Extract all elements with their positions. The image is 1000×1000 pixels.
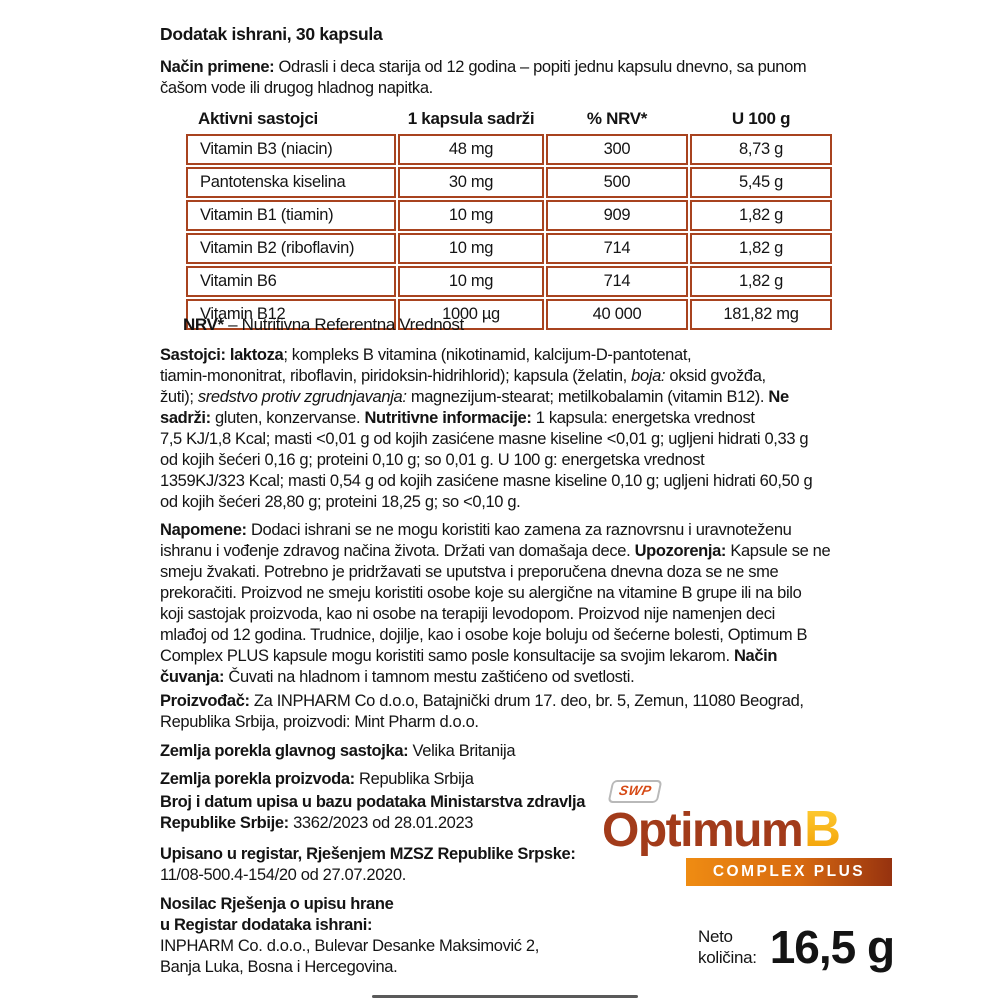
text-segment: Za INPHARM Co d.o.o, Batajnički drum 17.…	[160, 692, 804, 731]
text-segment: ; kompleks B vitamina (nikotinamid, kalc…	[160, 346, 692, 385]
origin-ingredient-line: Zemlja porekla glavnog sastojka: Velika …	[160, 741, 866, 762]
fold-line	[372, 995, 638, 998]
column-header: Aktivni sastojci	[198, 109, 318, 128]
text-segment: Kapsule se ne smeju žvakati. Potrebno je…	[160, 542, 831, 665]
table-row: Pantotenska kiselina 30 mg 500 5,45 g	[186, 167, 832, 198]
net-quantity-label: Neto količina:	[698, 927, 757, 967]
text-segment: Velika Britanija	[412, 742, 516, 760]
text-segment: INPHARM Co. d.o.o., Bulevar Desanke Maks…	[160, 937, 539, 976]
text-segment: Upozorenja:	[634, 542, 731, 560]
text-segment: Nutritivne informacije:	[364, 409, 532, 427]
table-body: Vitamin B3 (niacin) 48 mg 300 8,73 g Pantote…	[186, 134, 832, 330]
text-segment: Broj i datum upisa u bazu podataka Minis…	[160, 793, 586, 832]
text-segment: 3362/2023 od 28.01.2023	[293, 814, 474, 832]
holder-paragraph: Nosilac Rješenja o upisu hrane u Regista…	[160, 894, 630, 978]
brand-logo: SWP OptimumB COMPLEX PLUS	[602, 780, 894, 886]
table-cell: 5,45 g	[690, 167, 832, 198]
table-cell: 10 mg	[398, 266, 544, 297]
column-header: % NRV*	[586, 109, 648, 128]
table-cell: Vitamin B6	[186, 266, 396, 297]
registry-serbia-paragraph: Broj i datum upisa u bazu podataka Minis…	[160, 792, 630, 834]
table-cell: 1,82 g	[690, 200, 832, 231]
table-cell: 10 mg	[398, 200, 544, 231]
origin-product-line: Zemlja porekla proizvoda: Republika Srbi…	[160, 769, 866, 790]
text-segment: NRV*	[183, 315, 224, 334]
text-segment: Nosilac Rješenja o upisu hrane u Regista…	[160, 895, 394, 934]
table-cell: 48 mg	[398, 134, 544, 165]
active-ingredients-table: Aktivni sastojci 1 kapsula sadrži % NRV* U …	[184, 106, 834, 332]
text-segment: Proizvođač:	[160, 692, 254, 710]
text-segment: 11/08-500.4-154/20 od 27.07.2020.	[160, 866, 406, 884]
text-segment: Odrasli i deca starija od 12 godina – po…	[160, 58, 807, 97]
swp-badge-text: SWP	[617, 783, 654, 798]
table-cell: 40 000	[546, 299, 688, 330]
text-segment: Zemlja porekla glavnog sastojka:	[160, 742, 413, 760]
brand-letter-b: B	[804, 800, 841, 857]
ingredients-paragraph: Sastojci: laktoza; kompleks B vitamina (…	[160, 345, 866, 513]
table-cell: 10 mg	[398, 233, 544, 264]
text-segment: Čuvati na hladnom i tamnom mestu zaštiće…	[224, 668, 635, 686]
brand-banner: COMPLEX PLUS	[686, 858, 892, 886]
table-cell: Vitamin B2 (riboflavin)	[186, 233, 396, 264]
text-segment: Zemlja porekla proizvoda:	[160, 770, 360, 788]
registry-srpska-paragraph: Upisano u registar, Rješenjem MZSZ Repub…	[160, 844, 630, 886]
table-cell: Vitamin B1 (tiamin)	[186, 200, 396, 231]
text-segment: magnezijum-stearat; metilkobalamin (vita…	[406, 388, 769, 406]
nrv-footnote: NRV* – Nutritivna Referentna Vrednost	[183, 314, 889, 335]
table-row: Vitamin B1 (tiamin) 10 mg 909 1,82 g	[186, 200, 832, 231]
text-segment: Napomene:	[160, 521, 251, 539]
table-cell: Vitamin B3 (niacin)	[186, 134, 396, 165]
table-row: Vitamin B12 1000 µg 40 000 181,82 mg	[186, 299, 832, 330]
table-cell: 8,73 g	[690, 134, 832, 165]
product-type-title: Dodatak ishrani, 30 kapsula	[160, 24, 383, 44]
text-segment: Republika Srbija	[359, 770, 474, 788]
text-segment: Ne sadrži:	[160, 388, 789, 427]
text-segment: Način čuvanja:	[160, 647, 778, 686]
text-segment: 1 kapsula: energetska vrednost 7,5 KJ/1,…	[160, 409, 813, 511]
table-cell: 714	[546, 266, 688, 297]
table-cell: 1,82 g	[690, 233, 832, 264]
usage-instructions: Način primene: Odrasli i deca starija od…	[160, 57, 866, 99]
table-cell: 30 mg	[398, 167, 544, 198]
column-header: 1 kapsula sadrži	[407, 109, 535, 128]
column-header: U 100 g	[731, 109, 791, 128]
text-segment: Način primene:	[160, 58, 279, 76]
table-cell: 181,82 mg	[690, 299, 832, 330]
text-segment: – Nutritivna Referentna Vrednost	[223, 315, 464, 334]
table-cell: Vitamin B12	[186, 299, 396, 330]
brand-name-main: Optimum	[602, 804, 804, 857]
text-segment: oksid gvožđa, žuti);	[160, 367, 766, 406]
notes-warnings-paragraph: Napomene: Dodaci ishrani se ne mogu kori…	[160, 520, 866, 688]
net-quantity: Neto količina: 16,5 g	[698, 920, 895, 974]
table-cell: Pantotenska kiselina	[186, 167, 396, 198]
table-header-row: Aktivni sastojci 1 kapsula sadrži % NRV* U …	[186, 108, 832, 132]
text-segment: Sastojci: laktoza	[160, 346, 284, 364]
table-cell: 1000 µg	[398, 299, 544, 330]
manufacturer-paragraph: Proizvođač: Za INPHARM Co d.o.o, Batajni…	[160, 691, 866, 733]
table-row: Vitamin B6 10 mg 714 1,82 g	[186, 266, 832, 297]
table-cell: 714	[546, 233, 688, 264]
text-segment: gluten, konzervanse.	[210, 409, 365, 427]
table-cell: 909	[546, 200, 688, 231]
table-row: Vitamin B2 (riboflavin) 10 mg 714 1,82 g	[186, 233, 832, 264]
text-segment: Upisano u registar, Rješenjem MZSZ Repub…	[160, 845, 576, 863]
text-segment: boja:	[631, 367, 666, 385]
brand-name: OptimumB	[602, 803, 894, 855]
swp-badge: SWP	[607, 780, 663, 803]
text-segment: Dodaci ishrani se ne mogu koristiti kao …	[160, 521, 792, 560]
net-quantity-value: 16,5 g	[769, 921, 895, 973]
table-cell: 1,82 g	[690, 266, 832, 297]
table-row: Vitamin B3 (niacin) 48 mg 300 8,73 g	[186, 134, 832, 165]
table-cell: 500	[546, 167, 688, 198]
table-cell: 300	[546, 134, 688, 165]
text-segment: sredstvo protiv zgrudnjavanja:	[197, 388, 407, 406]
